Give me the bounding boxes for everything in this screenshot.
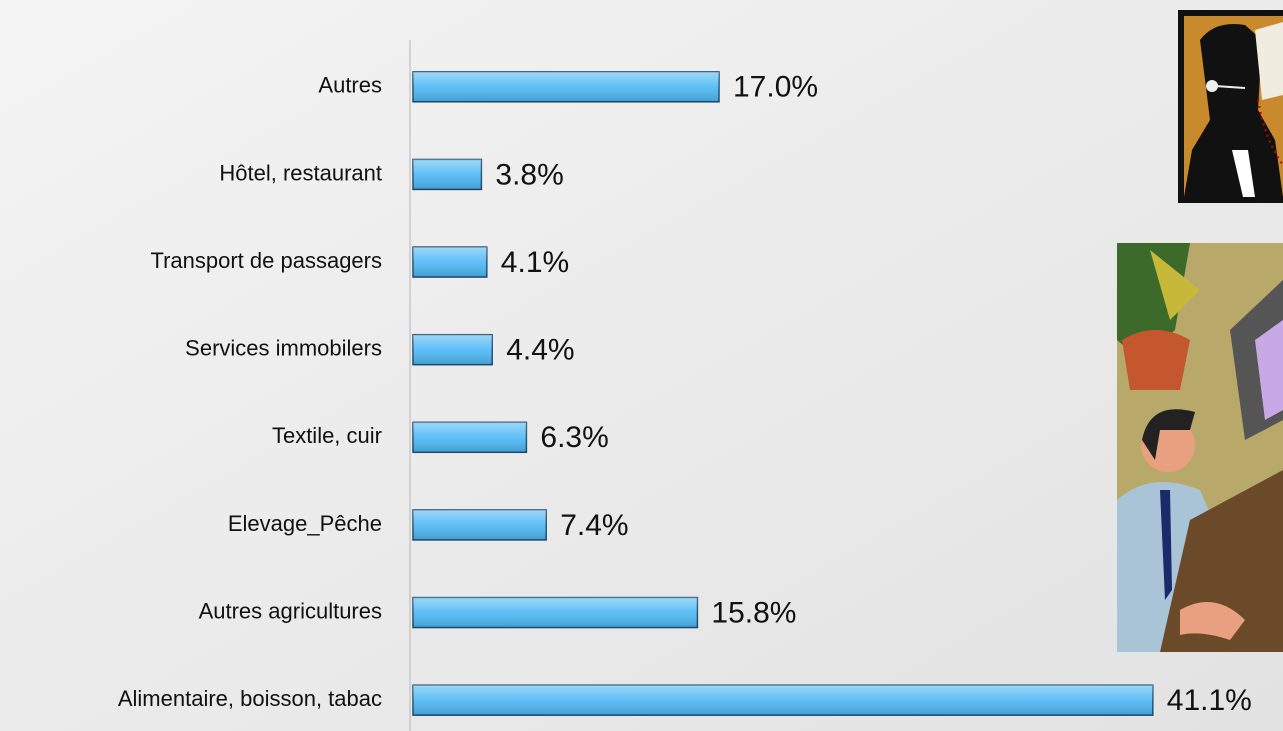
bar	[412, 333, 493, 366]
bar	[412, 596, 699, 629]
y-tick-label: Hôtel, restaurant	[219, 160, 382, 185]
bar	[412, 71, 720, 103]
value-label: 6.3%	[540, 421, 608, 454]
value-label: 7.4%	[560, 509, 628, 542]
y-tick-label: Alimentaire, boisson, tabac	[118, 686, 382, 711]
y-tick-label: Textile, cuir	[272, 423, 382, 448]
bar	[412, 684, 1154, 716]
bar	[412, 246, 488, 278]
y-tick-label: Elevage_Pêche	[228, 511, 382, 536]
y-tick-label: Autres	[318, 73, 382, 98]
value-label: 15.8%	[711, 596, 796, 629]
bar	[412, 509, 547, 541]
bar	[412, 421, 528, 454]
value-label: 41.1%	[1167, 684, 1252, 717]
value-label: 4.4%	[506, 334, 574, 367]
value-label: 3.8%	[495, 158, 563, 191]
value-label: 17.0%	[733, 71, 818, 104]
y-tick-label: Autres agricultures	[199, 598, 382, 623]
bar	[412, 158, 483, 191]
clip-art-office	[1117, 243, 1283, 652]
y-tick-label: Services immobilers	[185, 336, 382, 361]
y-tick-label: Transport de passagers	[150, 248, 382, 273]
clip-art-man	[1178, 10, 1283, 203]
value-label: 4.1%	[501, 246, 569, 279]
